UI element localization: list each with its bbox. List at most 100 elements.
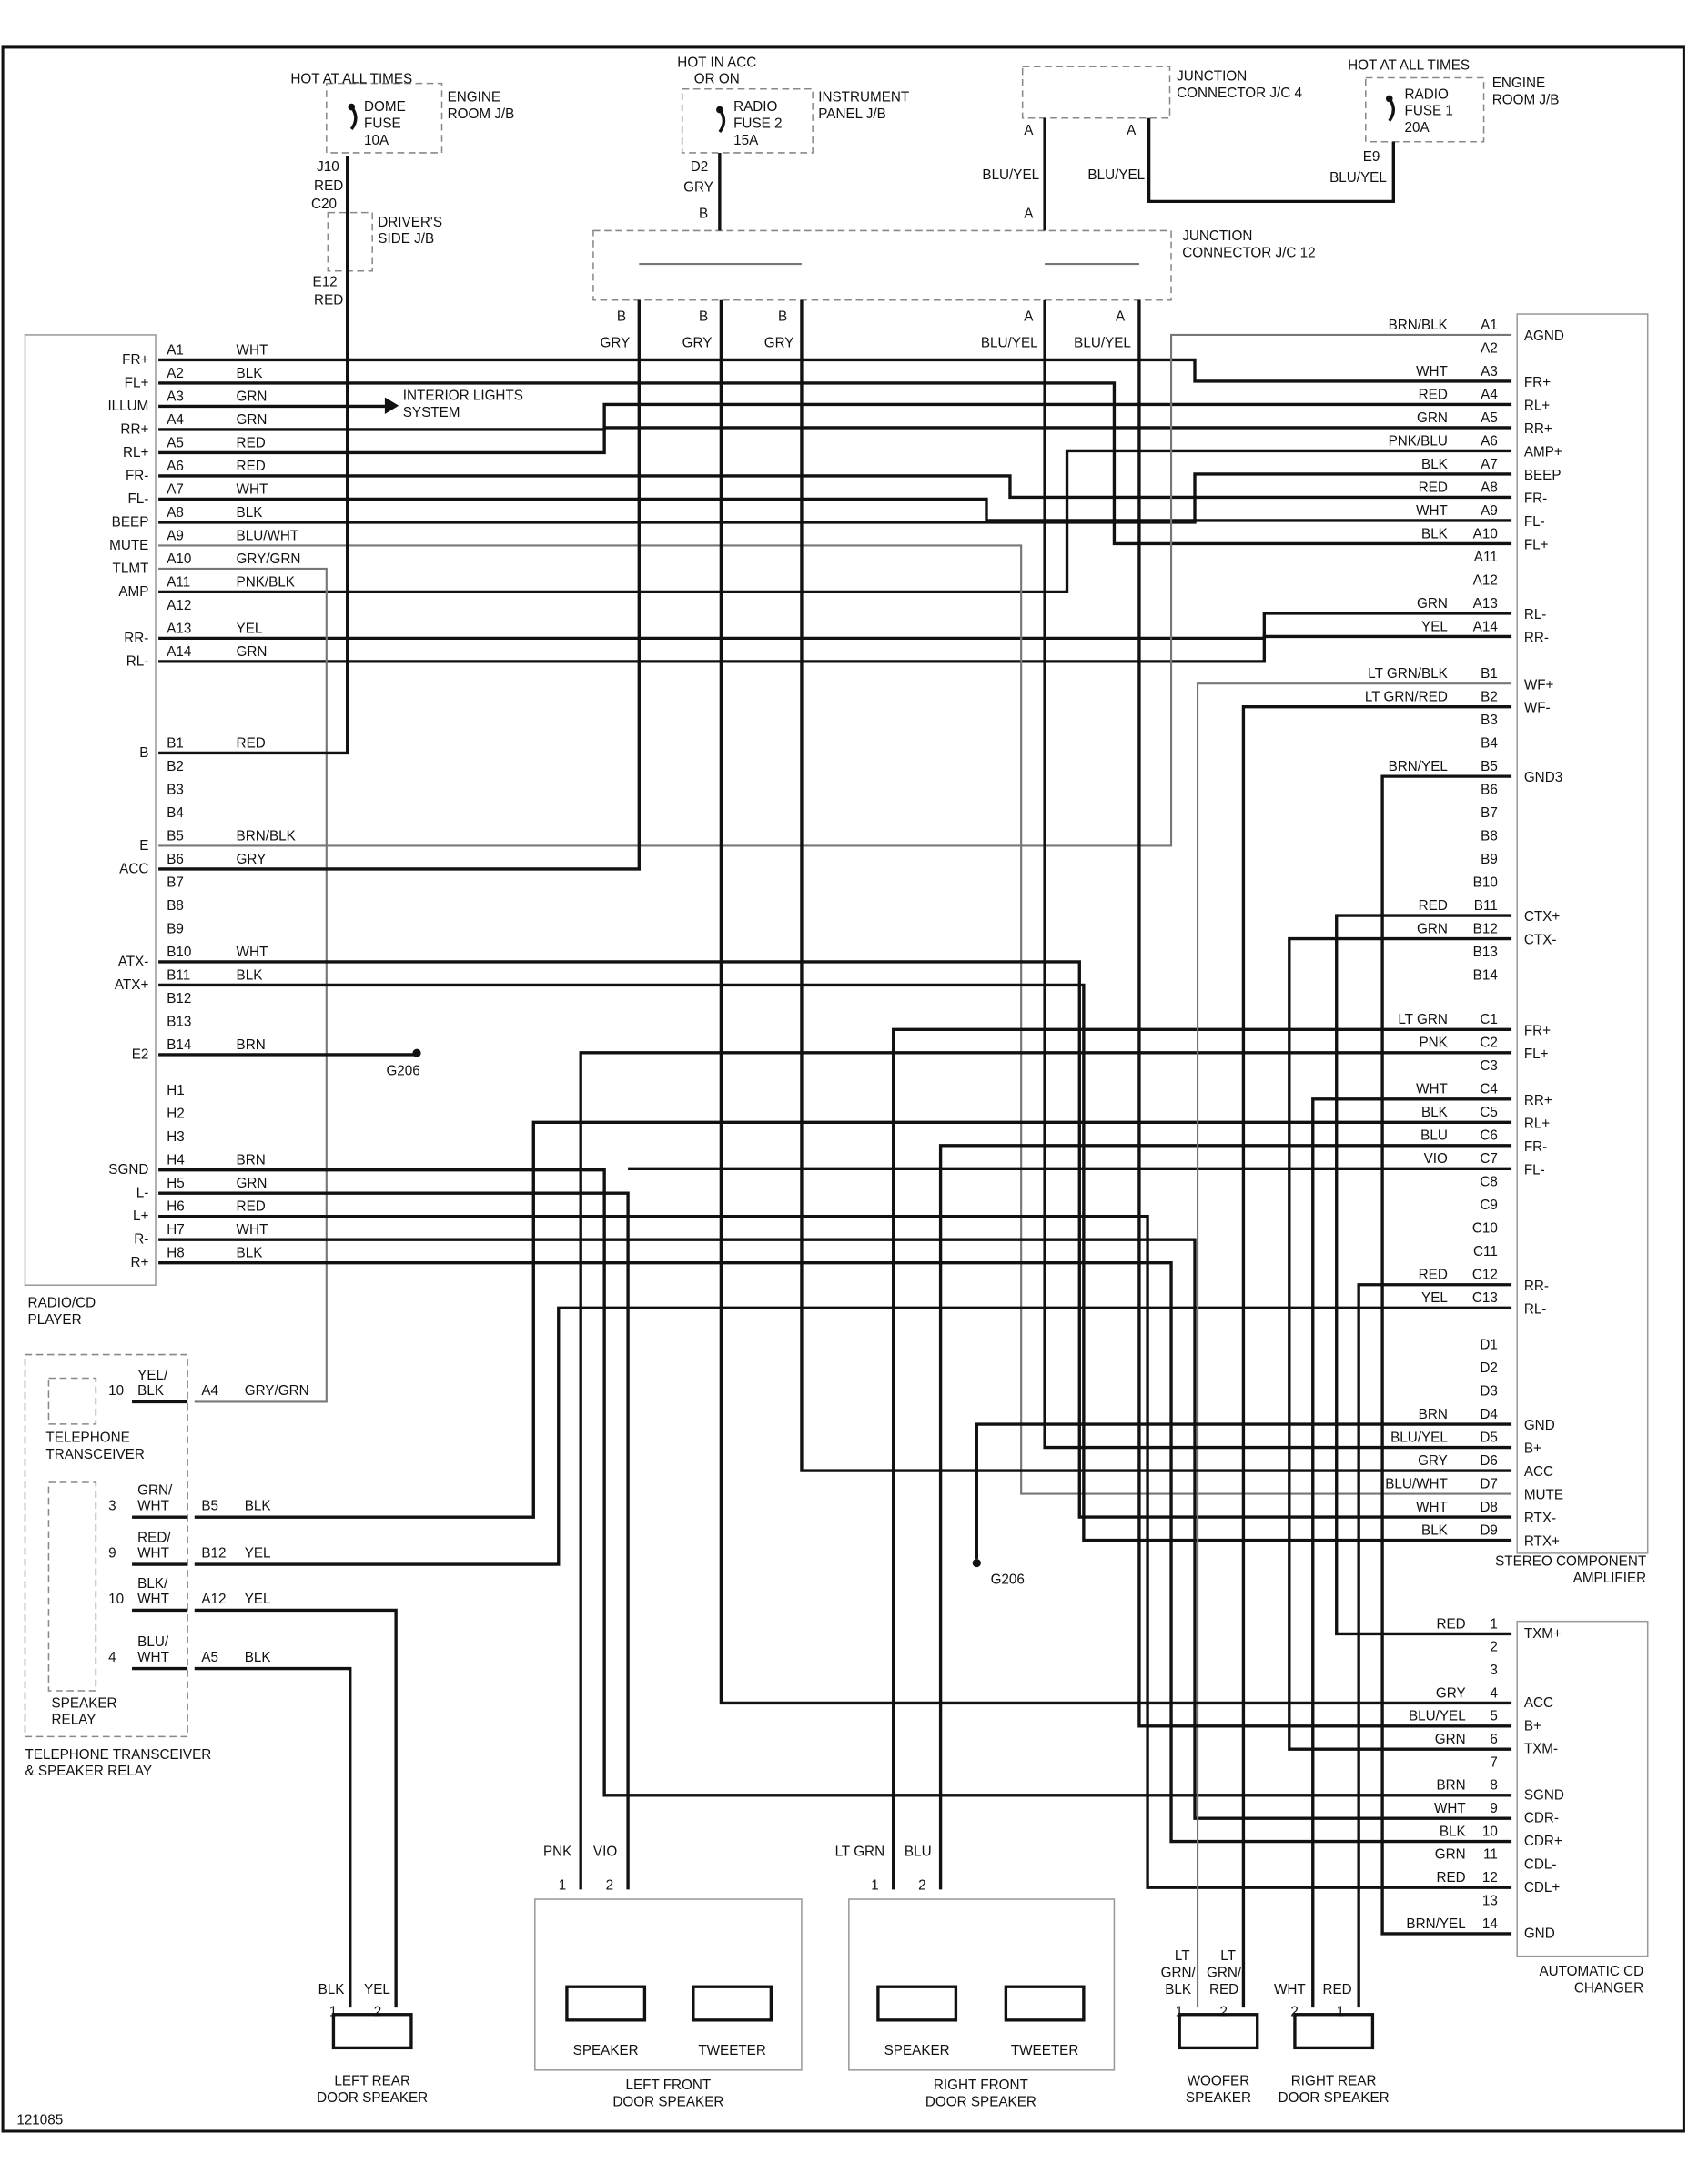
radio-pin-function: BEEP	[112, 514, 149, 530]
radio-pin-number: B8	[167, 898, 184, 914]
amp-wire-color: PNK/BLU	[1389, 433, 1448, 449]
label: B	[699, 207, 708, 222]
radio-wire-color: BLK	[237, 505, 263, 521]
radio-wire-color: BRN	[237, 1153, 266, 1168]
amp-pin-number: C3	[1480, 1058, 1497, 1074]
radio-pin-number: H1	[167, 1083, 185, 1098]
telephone-wire: YEL	[245, 1592, 271, 1607]
telephone-speaker-relay-group	[24, 1353, 188, 1738]
changer-wire-color: BLK	[1440, 1824, 1466, 1839]
amp-wire-color: BLK	[1421, 1105, 1448, 1120]
amp-pin-function: WF-	[1524, 701, 1551, 716]
label: RADIO	[1405, 86, 1449, 102]
sgnd-wire	[158, 1168, 1512, 1797]
label: BLK	[1165, 1982, 1191, 1997]
label: 1	[871, 1877, 878, 1893]
amp-pin-function: FL+	[1524, 538, 1549, 553]
label: GRY	[683, 180, 713, 196]
amp-pin-number: D6	[1480, 1453, 1497, 1469]
radio-pin-function: TLMT	[113, 561, 149, 576]
amp-wire-color: YEL	[1421, 1290, 1448, 1306]
changer-pin-number: 4	[1490, 1685, 1498, 1701]
amp-pin-number: B14	[1473, 967, 1499, 983]
radio-pin-function: ILLUM	[107, 399, 148, 414]
amp-pin-function: RL+	[1524, 399, 1550, 414]
amp-pin-function: BEEP	[1524, 468, 1562, 483]
label: 2	[606, 1877, 613, 1893]
amp-pin-function: FR-	[1524, 1139, 1547, 1155]
radio-pin-function: R-	[134, 1232, 148, 1248]
label: RED	[1209, 1982, 1238, 1997]
radio-pin-number: A10	[167, 551, 191, 567]
radio-pin-number: B3	[167, 782, 184, 797]
radio-pin-number: A9	[167, 528, 184, 543]
radio-amp-wire	[158, 497, 1512, 522]
amp-wire-color: RED	[1419, 387, 1448, 402]
radio-wire-color: RED	[237, 735, 266, 751]
label: SYSTEM	[403, 405, 460, 420]
amp-pin-number: B5	[1481, 759, 1498, 774]
label: FUSE	[364, 116, 401, 131]
radio-pin-number: A3	[167, 389, 184, 404]
amp-wire-color: BRN/YEL	[1389, 759, 1448, 774]
radio-pin-number: B12	[167, 991, 191, 1006]
label: TWEETER	[1011, 2043, 1079, 2058]
radio-pin-number: B11	[167, 967, 190, 983]
changer-pin-function: SGND	[1524, 1787, 1564, 1803]
label: J10	[317, 159, 339, 175]
label: CONNECTOR J/C 12	[1182, 245, 1315, 260]
amp-pin-number: D4	[1480, 1407, 1498, 1422]
amp-wire-color: RED	[1419, 480, 1448, 495]
amp-pin-function: CTX+	[1524, 909, 1561, 925]
label: LT	[1220, 1948, 1236, 1964]
label: PANEL J/B	[818, 106, 886, 122]
radio-pin-number: H6	[167, 1199, 185, 1215]
label: TWEETER	[698, 2043, 766, 2058]
radio-wire-color: WHT	[237, 1222, 268, 1238]
arrow-icon	[384, 397, 399, 414]
radio-wire-color: WHT	[237, 342, 268, 358]
amp-pin-number: A14	[1473, 619, 1499, 634]
label: E9	[1363, 149, 1380, 165]
amp-pin-number: B12	[1473, 921, 1498, 936]
amp-pin-number: A13	[1473, 596, 1498, 612]
label: B	[699, 309, 708, 325]
label: BLU/YEL	[1329, 170, 1387, 186]
wire	[194, 1666, 352, 2008]
radio-pin-number: A1	[167, 342, 184, 358]
amp-wire-color: LT GRN	[1398, 1012, 1448, 1027]
label: GRN/	[1207, 1966, 1242, 1981]
label: A	[1024, 207, 1034, 222]
label: E12	[313, 275, 338, 290]
radio-wire-color: WHT	[237, 481, 268, 497]
label: ENGINE	[1492, 76, 1545, 91]
radio-amp-wire	[158, 474, 1512, 500]
amp-pin-number: B8	[1481, 829, 1498, 844]
amp-wire-color: GRN	[1417, 921, 1448, 936]
telephone-pin: 10	[108, 1592, 124, 1607]
tweeter-icon	[1004, 1985, 1086, 2022]
telephone-connector-pin: A4	[201, 1383, 218, 1399]
amp-pin-function: FL-	[1524, 514, 1545, 530]
amp-wire-color: LT GRN/BLK	[1368, 666, 1448, 682]
changer-wire-color: RED	[1437, 1616, 1466, 1632]
radio-cd-player	[24, 334, 157, 1286]
changer-wire-color: BLU/YEL	[1409, 1709, 1466, 1724]
radio-amp-wire	[158, 358, 1512, 383]
amp-pin-number: C12	[1472, 1268, 1498, 1283]
radio-pin-function: R+	[130, 1255, 148, 1270]
right-front-door-speaker	[848, 1898, 1116, 2071]
radio-amp-wire	[158, 402, 1512, 455]
radio-pin-number: H2	[167, 1107, 185, 1122]
radio-pin-number: A11	[167, 574, 190, 590]
label: GRN/	[1161, 1966, 1197, 1981]
amp-pin-number: B6	[1481, 783, 1498, 798]
label: TRANSCEIVER	[45, 1447, 144, 1462]
radio-wire-color: BLK	[237, 1246, 263, 1261]
label: 1	[1176, 2004, 1183, 2019]
amp-wire-color: BLU/YEL	[1390, 1430, 1448, 1445]
drivers-side-jb	[327, 211, 373, 272]
label: RED	[1322, 1982, 1351, 1997]
radio-pin-function: FR-	[126, 468, 148, 483]
radio-pin-number: B4	[167, 805, 184, 821]
